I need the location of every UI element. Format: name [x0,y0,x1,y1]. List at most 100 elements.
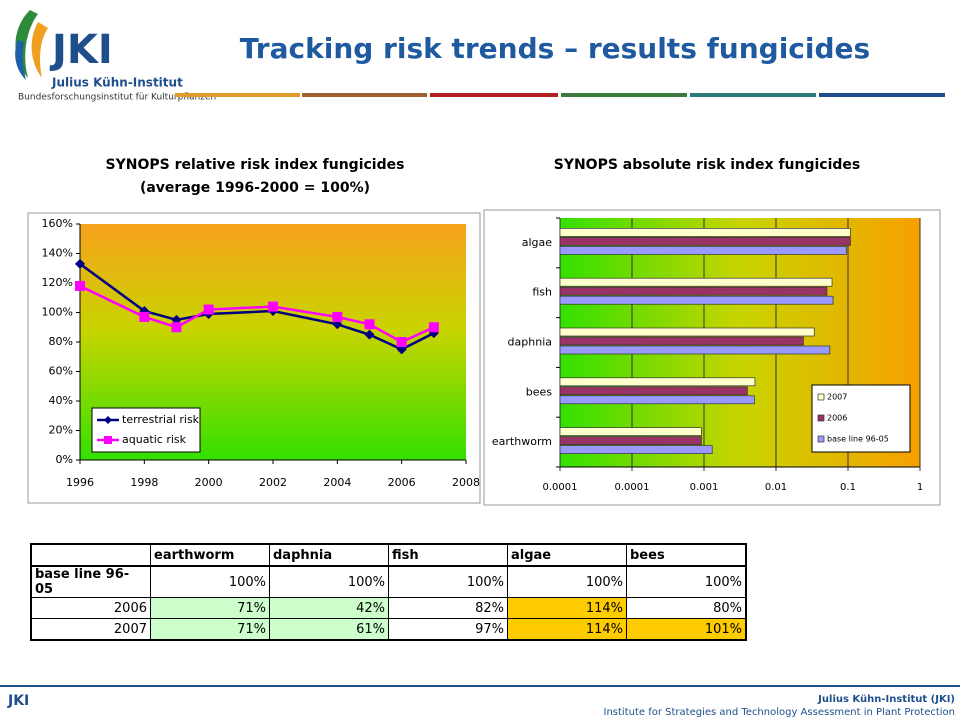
marker [364,329,375,340]
marker [203,304,214,315]
table-cell: 114% [507,597,627,619]
logo-text: JKI [49,27,113,73]
marker [75,258,85,269]
bar [559,345,831,355]
bar [559,286,828,296]
bar [559,436,702,445]
footer-logo: JKI [7,693,29,709]
marker [396,337,407,347]
x-tick-label: 2008 [452,476,480,489]
x-tick-label: 2004 [323,476,351,489]
institute-subtitle: Bundesforschungsinstitut für Kulturpflan… [18,93,216,103]
table-cell: daphnia [269,543,389,567]
table-cell: 100% [507,565,627,598]
x-tick-label: 2002 [259,476,287,489]
y-tick-label: 0% [56,453,73,466]
table-row: 2006 71% 42% 82% 114% 80% [30,597,747,619]
marker [75,280,85,291]
table-cell: algae [507,543,627,567]
y-tick-label: 120% [42,276,73,289]
marker [139,311,150,322]
chart-title: SYNOPS absolute risk index fungicides [554,157,861,173]
y-tick-label: earthworm [492,435,552,448]
table-cell: fish [388,543,508,567]
marker [364,319,375,330]
slide-title: Tracking risk trends – results fungicide… [240,32,870,65]
bar [559,295,834,305]
legend-box [811,384,911,453]
chart-subtitle: (average 1996-2000 = 100%) [140,180,370,196]
x-tick-label: 2000 [195,476,223,489]
x-tick-label: 2006 [388,476,416,489]
y-tick-label: 20% [49,424,73,437]
table-cell: 2006 [30,597,151,619]
table-cell: 100% [269,565,389,598]
x-tick-label: 0.0001 [615,482,650,493]
y-tick-label: 140% [42,247,73,260]
bar [559,327,815,337]
bar [559,246,847,255]
table-row: 2007 71% 61% 97% 114% 101% [30,618,747,641]
y-tick-label: algae [522,236,553,249]
table-cell [30,543,151,567]
chart-title: SYNOPS relative risk index fungicides [106,157,405,173]
table-cell: 71% [150,597,270,619]
legend-swatch [817,414,825,422]
table-cell: 101% [626,618,747,641]
y-tick-label: bees [526,385,553,398]
table-cell: bees [626,543,747,567]
header-rule [175,93,945,97]
table-cell: 2007 [30,618,151,641]
table-cell: 100% [150,565,270,598]
table-header: earthworm daphnia fish algae bees [30,543,747,567]
y-tick-label: 40% [49,394,73,407]
table-cell: base line 96-05 [30,565,151,598]
bar [559,237,851,246]
legend-label: 2006 [827,414,847,423]
x-tick-label: 1996 [66,476,94,489]
legend-swatch [817,393,825,401]
y-tick-label: fish [532,286,552,299]
x-tick-label: 0.001 [690,482,719,493]
table-cell: 97% [388,618,508,641]
legend-label: base line 96-05 [827,435,889,444]
legend-box [91,407,201,453]
bar [559,228,851,237]
bar [559,445,713,454]
footer-name: Julius Kühn-Institut (JKI) [817,694,955,705]
bar [559,336,804,346]
table-row: base line 96-05 100% 100% 100% 100% 100% [30,565,747,598]
x-tick-label: 0.1 [840,482,856,493]
y-tick-label: daphnia [508,336,552,349]
y-tick-label: 60% [49,365,73,378]
footer-subtitle: Institute for Strategies and Technology … [604,707,956,718]
table-cell: 100% [388,565,508,598]
logo [15,10,48,80]
marker [428,322,439,333]
table-cell: 82% [388,597,508,619]
data-table: earthworm daphnia fish algae bees base l… [30,543,747,641]
table-cell: 71% [150,618,270,641]
legend-marker [104,416,112,424]
bar [559,386,748,396]
legend-marker [104,436,112,444]
marker [171,322,182,333]
table-cell: 100% [626,565,747,598]
table-cell: 80% [626,597,747,619]
bar [559,377,756,387]
x-tick-label: 0.0001 [543,482,578,493]
legend-label: 2007 [827,393,847,402]
table-cell: 61% [269,618,389,641]
legend-swatch [817,435,825,443]
marker [332,311,343,322]
table-cell: 42% [269,597,389,619]
x-tick-label: 0.01 [765,482,787,493]
bar [559,277,833,287]
institute-name: Julius Kühn-Institut [51,76,183,90]
bar [559,427,702,436]
y-tick-label: 100% [42,306,73,319]
x-tick-label: 1 [917,482,923,493]
y-tick-label: 160% [42,217,73,230]
